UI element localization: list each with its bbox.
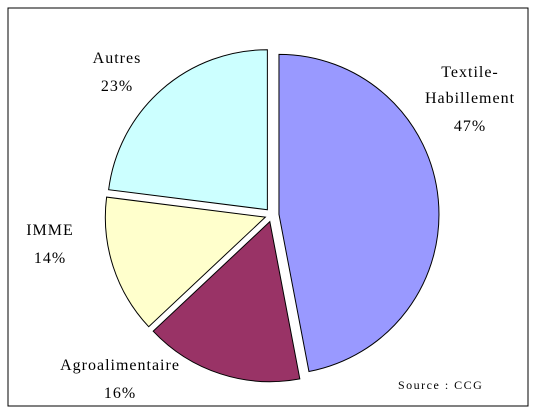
slice-label: Agroalimentaire [60, 357, 180, 374]
pie-slice [152, 220, 301, 383]
slice-label: Autres [92, 50, 142, 67]
value-label: 16% [103, 385, 137, 402]
pie-slice [108, 49, 268, 211]
value-label: 47% [453, 118, 487, 135]
slice-label: Textile-Habillement [424, 64, 516, 107]
pie-slice [104, 196, 267, 328]
pie-slice [278, 53, 440, 373]
value-label: 14% [33, 250, 67, 267]
annotation: Source : CCG [398, 378, 484, 392]
slice-label: IMME [26, 222, 74, 239]
value-label: 23% [100, 78, 134, 95]
